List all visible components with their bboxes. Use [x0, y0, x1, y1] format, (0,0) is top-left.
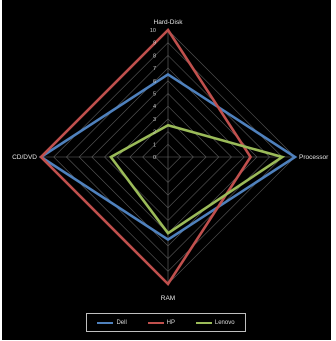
legend-label: Lenovo: [214, 319, 235, 326]
axis-label-processor: Processor: [299, 154, 329, 161]
radar-series: [38, 27, 298, 287]
tick-label: 9: [153, 41, 156, 47]
legend-item-hp: HP: [147, 319, 175, 326]
tick-label: 6: [153, 79, 156, 85]
tick-label: 3: [153, 117, 156, 123]
legend-label: HP: [166, 319, 175, 326]
legend-swatch: [195, 321, 212, 324]
legend-swatch: [97, 321, 114, 324]
series-line-dell: [38, 72, 298, 242]
tick-label: 1: [153, 142, 156, 148]
axis-label-ram: RAM: [161, 295, 175, 302]
axis-label-cd-dvd: CD/DVD: [12, 154, 37, 161]
series-line-lenovo: [108, 123, 286, 235]
tick-label: 0: [153, 155, 156, 161]
legend-label: Dell: [116, 319, 127, 326]
tick-label: 8: [153, 53, 156, 59]
radar-tick-labels: 0 1 2 3 4 5 6 7 8 9 10: [150, 28, 156, 161]
tick-label: 5: [153, 92, 156, 98]
legend-item-lenovo: Lenovo: [195, 319, 235, 326]
tick-label: 7: [153, 66, 156, 72]
tick-label: 4: [153, 104, 156, 110]
axis-label-hard-disk: Hard-Disk: [154, 19, 184, 26]
chart-legend: Dell HP Lenovo: [86, 313, 246, 332]
legend-swatch: [147, 321, 164, 324]
radar-grid: [40, 29, 296, 285]
tick-label: 10: [150, 28, 156, 34]
legend-item-dell: Dell: [97, 319, 127, 326]
series-line-hp: [39, 27, 253, 287]
radar-axis-labels: Hard-Disk Processor RAM CD/DVD: [12, 19, 329, 302]
tick-label: 2: [153, 130, 156, 136]
